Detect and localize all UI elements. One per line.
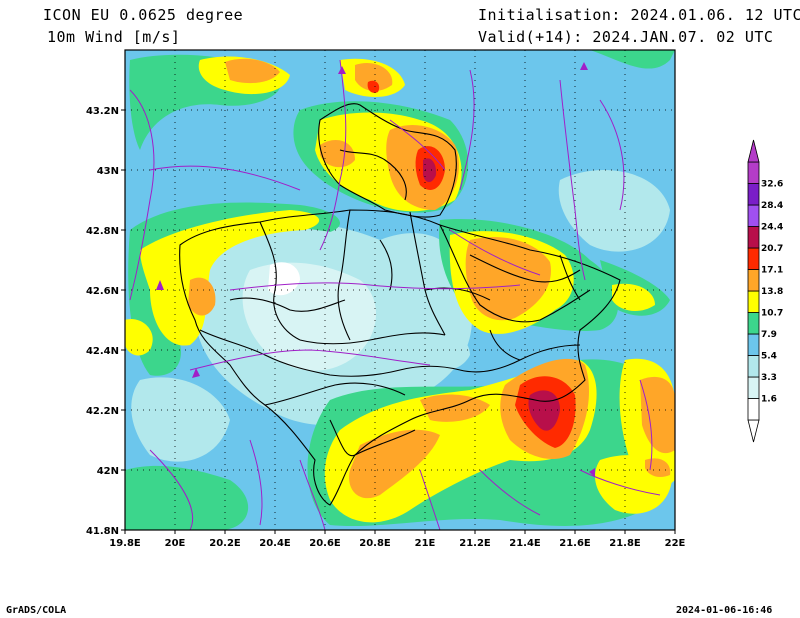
latitude-ticks: 41.8N 42N 42.2N 42.4N 42.6N 42.8N 43N 43.2N [86,106,125,537]
longitude-ticks: 19.8E 20E 20.2E 20.4E 20.6E 20.8E 21E 21.2E 21.4… [109,530,686,549]
colorbar-segment [747,247,760,270]
x-tick-label: 20.4E [259,538,291,549]
colorbar-level-label: 32.6 [761,180,783,190]
x-tick-label: 21.8E [609,538,641,549]
colorbar-segment [747,333,760,356]
colorbar-level-label: 3.3 [761,373,777,383]
streamline-arrows [156,62,595,477]
x-tick-label: 21E [415,538,436,549]
borders [179,103,621,506]
y-tick-label: 43N [97,166,119,177]
y-tick-label: 42.4N [86,346,119,357]
model-title: ICON EU 0.0625 degree [43,6,244,24]
colorbar-level-label: 7.9 [761,330,777,340]
y-tick-label: 42N [97,466,119,477]
colorbar: 1.6 3.3 5.4 7.9 10.7 13.8 17.1 20.7 24.4 28.4 32.6 [747,139,783,443]
colorbar-segment [747,183,760,206]
x-tick-label: 19.8E [109,538,141,549]
software-credit: GrADS/COLA [6,605,67,616]
colorbar-segment [747,269,760,292]
init-time: Initialisation: 2024.01.06. 12 UTC [478,6,800,24]
valid-time: Valid(+14): 2024.JAN.07. 02 UTC [478,28,774,46]
colorbar-level-label: 20.7 [761,244,783,254]
y-tick-label: 42.2N [86,406,119,417]
colorbar-segment [747,290,760,313]
variable-title: 10m Wind [m/s] [47,28,181,46]
x-tick-label: 21.6E [559,538,591,549]
colorbar-level-label: 13.8 [761,287,783,297]
y-tick-label: 42.6N [86,286,119,297]
x-tick-label: 20E [165,538,186,549]
colorbar-min-arrow [747,419,760,443]
x-tick-label: 21.4E [509,538,541,549]
x-tick-label: 20.2E [209,538,241,549]
y-tick-label: 42.8N [86,226,119,237]
colorbar-segment [747,398,760,421]
colorbar-segment [747,355,760,378]
colorbar-level-label: 10.7 [761,309,783,319]
x-tick-label: 22E [665,538,686,549]
colorbar-level-label: 5.4 [761,352,777,362]
colorbar-segment [747,204,760,227]
x-tick-label: 20.6E [309,538,341,549]
y-tick-label: 43.2N [86,106,119,117]
colorbar-level-label: 28.4 [761,201,783,211]
colorbar-level-label: 17.1 [761,266,783,276]
y-tick-label: 41.8N [86,526,119,537]
wind-streamlines [129,59,661,530]
x-tick-label: 20.8E [359,538,391,549]
x-tick-label: 21.2E [459,538,491,549]
colorbar-level-label: 1.6 [761,395,777,405]
colorbar-segment [747,226,760,249]
timestamp: 2024-01-06-16:46 [676,605,773,616]
colorbar-segment [747,312,760,335]
colorbar-max-arrow [747,139,760,163]
colorbar-level-label: 24.4 [761,223,783,233]
wind-field [125,50,675,530]
colorbar-segment [747,161,760,184]
colorbar-segment [747,376,760,399]
